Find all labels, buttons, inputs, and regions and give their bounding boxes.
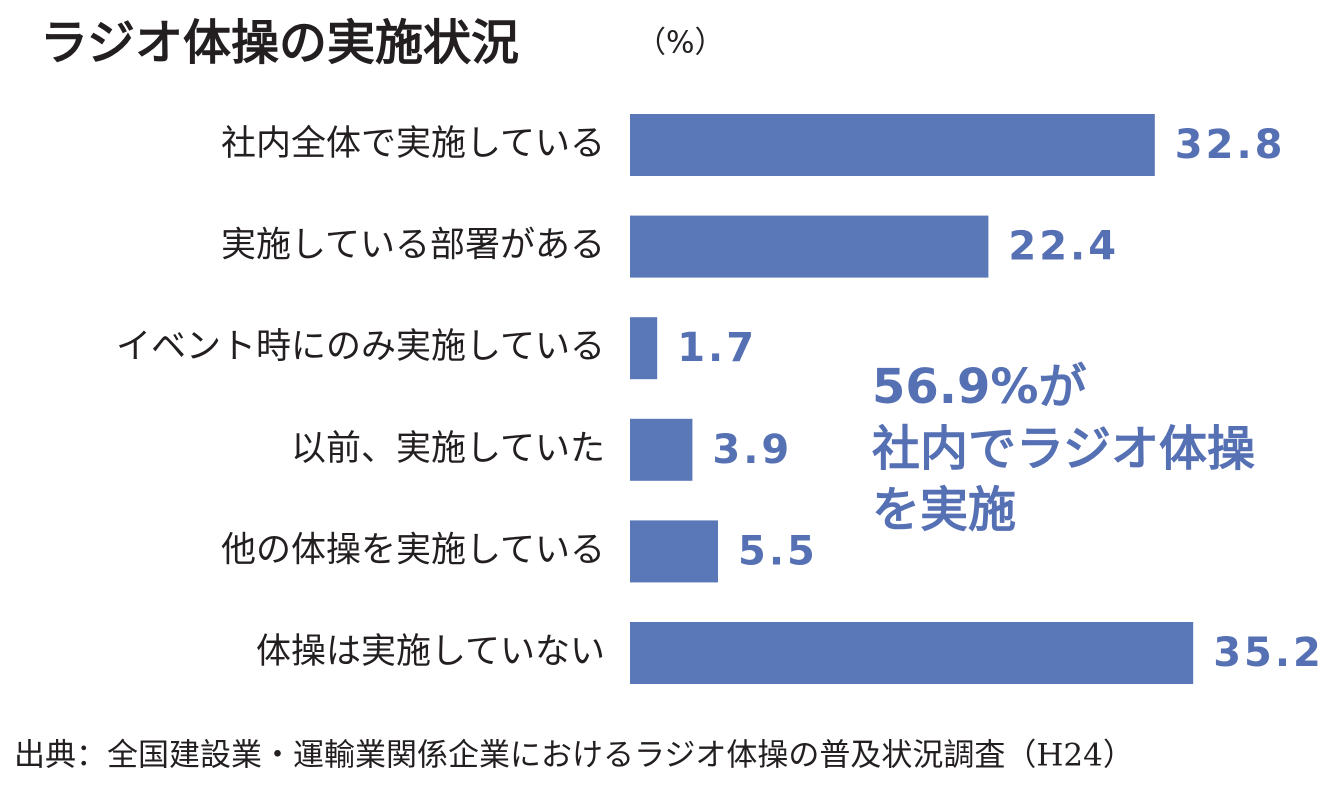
bar [630,520,718,583]
bar [630,622,1194,684]
category-label: 以前、実施していた [291,429,605,469]
bar [630,317,658,380]
bar [630,418,693,481]
unit-label: （%） [636,26,725,61]
value-label: 35.2 [1213,630,1324,676]
value-label: 1.7 [677,325,757,371]
category-label: 体操は実施していない [256,632,605,672]
value-label: 3.9 [712,427,792,473]
annotation: を実施 [872,482,1016,538]
value-label: 5.5 [738,528,818,574]
category-label: 社内全体で実施している [221,124,605,164]
chart-title: ラジオ体操の実施状況 [40,15,519,71]
source: 出典：全国建設業・運輸業関係企業におけるラジオ体操の普及状況調査（H24） [14,738,1134,774]
category-label: 他の体操を実施している [221,530,605,570]
category-label: イベント時にのみ実施している [116,327,605,367]
bar [630,215,989,278]
value-label: 22.4 [1008,224,1119,270]
annotation: 56.9%が [872,359,1087,415]
category-label: 実施している部署がある [221,226,605,266]
value-label: 32.8 [1175,122,1286,168]
bar [630,114,1155,176]
annotation: 社内でラジオ体操 [872,421,1255,477]
